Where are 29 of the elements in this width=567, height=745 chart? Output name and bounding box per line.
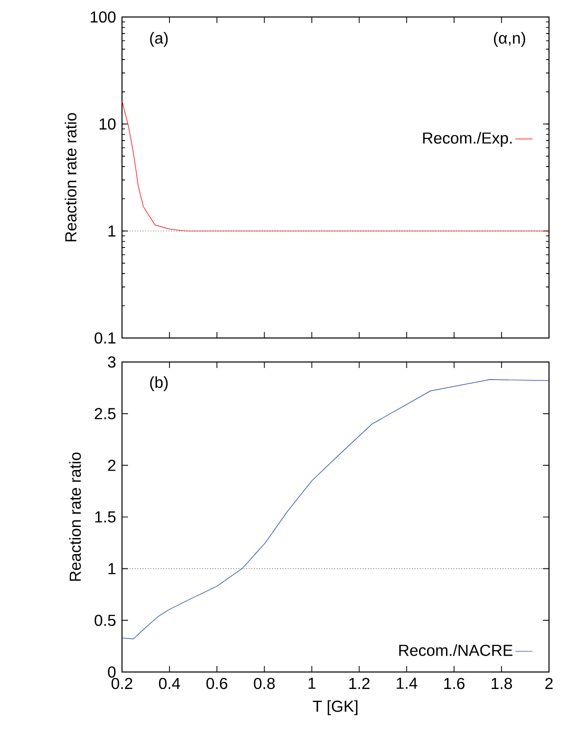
x-tick-label: 1.8 (492, 678, 512, 690)
annotation: (b) (150, 376, 168, 392)
y-axis-title: Reaction rate ratio (69, 452, 81, 581)
legend-label: Recom./Exp. (423, 132, 512, 147)
x-tick-label: 0.6 (206, 678, 228, 690)
y-tick-label: 0.1 (94, 332, 116, 344)
x-tick-label: 1.4 (396, 678, 418, 689)
x-tick-label: 1.6 (444, 678, 464, 690)
x-tick-label: 1.2 (349, 678, 370, 689)
y-tick-label: 2 (108, 460, 116, 471)
x-tick-label: 0.8 (254, 678, 275, 690)
x-tick-label: 0.4 (158, 678, 180, 690)
y-tick-label: 100 (90, 11, 116, 23)
y-tick-label: 1.5 (95, 511, 116, 523)
y-tick-label: 1 (108, 226, 116, 236)
y-axis-title: Reaction rate ratio (64, 113, 76, 242)
x-tick-label: 2 (545, 678, 553, 689)
annotation: (a) (150, 32, 168, 47)
x-axis-title: T [GK] (312, 700, 358, 716)
legend-label: Recom./NACRE (399, 644, 512, 656)
y-tick-label: 2.5 (94, 408, 116, 420)
y-tick-label: 1 (108, 563, 116, 574)
y-tick-label: 3 (108, 356, 116, 368)
annotation: (α,n) (494, 32, 526, 47)
x-tick-label: 1 (308, 678, 316, 689)
y-tick-label: 10 (100, 118, 116, 130)
y-tick-label: 0.5 (94, 614, 116, 626)
y-tick-label: 0 (108, 666, 116, 678)
x-tick-label: 0.2 (112, 678, 132, 690)
